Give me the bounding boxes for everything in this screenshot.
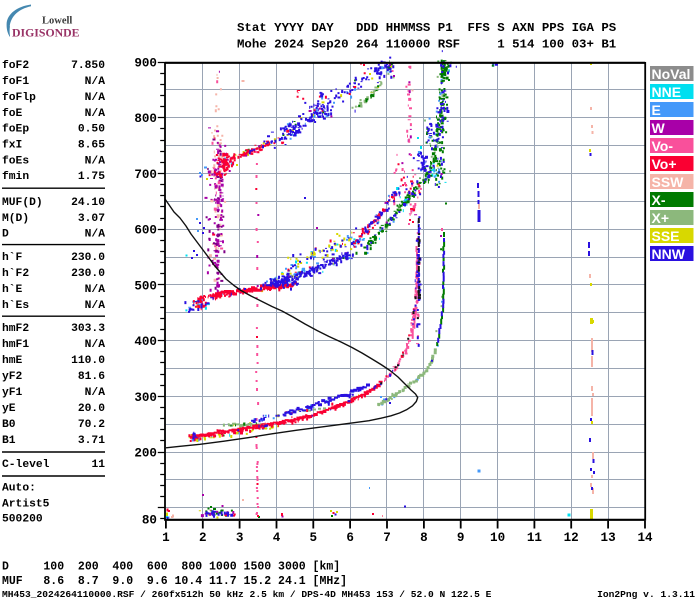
svg-text:foEp: foEp [2,124,29,136]
svg-text:h`Es: h`Es [2,300,29,312]
svg-text:12: 12 [564,531,579,545]
svg-text:400: 400 [134,335,157,349]
svg-text:8.65: 8.65 [78,140,105,152]
svg-text:MUF(D): MUF(D) [2,197,43,209]
svg-text:13: 13 [601,531,616,545]
svg-text:9: 9 [457,531,465,545]
svg-text:D: D [2,229,9,241]
svg-text:MH453_2024264110000.RSF / 260f: MH453_2024264110000.RSF / 260fx512h 50 k… [2,589,492,600]
svg-text:yF2: yF2 [2,371,23,383]
svg-text:E: E [652,102,661,118]
svg-text:6: 6 [346,531,354,545]
svg-text:24.10: 24.10 [71,197,105,209]
svg-text:303.3: 303.3 [71,323,105,335]
svg-text:yF1: yF1 [2,387,23,399]
svg-text:5: 5 [310,531,318,545]
svg-text:hmF2: hmF2 [2,323,29,335]
svg-text:200: 200 [134,447,157,461]
svg-text:fxI: fxI [2,140,22,152]
svg-text:foFlp: foFlp [2,92,36,104]
svg-text:yE: yE [2,403,16,415]
svg-text:fmin: fmin [2,171,29,183]
svg-text:8: 8 [420,531,428,545]
svg-text:230.0: 230.0 [71,252,105,264]
svg-text:D 100 200 400 600 800: D 100 200 400 600 800 1000 1500 3000 [km… [2,561,340,574]
svg-text:N/A: N/A [85,339,106,351]
svg-text:N/A: N/A [85,387,106,399]
svg-text:N/A: N/A [85,155,106,167]
svg-text:X+: X+ [652,210,670,226]
svg-text:N/A: N/A [85,108,106,120]
svg-text:hmF1: hmF1 [2,339,29,351]
svg-text:4: 4 [273,531,281,545]
svg-text:81.6: 81.6 [78,371,105,383]
svg-text:1.75: 1.75 [78,171,105,183]
svg-text:14: 14 [637,531,653,545]
svg-text:Ion2Png v. 1.3.11: Ion2Png v. 1.3.11 [597,589,695,600]
svg-text:h`F2: h`F2 [2,268,29,280]
svg-text:foF2: foF2 [2,60,29,72]
svg-text:10: 10 [490,531,505,545]
svg-text:hmE: hmE [2,355,23,367]
svg-text:Stat YYYY DAY DDD HHMMSS P1: Stat YYYY DAY DDD HHMMSS P1 FFS S AXN PP… [237,21,617,35]
svg-text:N/A: N/A [85,284,106,296]
svg-text:Auto:: Auto: [2,483,36,495]
svg-text:300: 300 [134,391,157,405]
svg-text:80: 80 [142,513,157,527]
svg-text:NoVal: NoVal [652,66,691,82]
svg-text:0.50: 0.50 [78,124,105,136]
svg-text:11: 11 [91,459,105,471]
svg-text:3: 3 [236,531,244,545]
svg-text:1: 1 [162,531,170,545]
svg-text:N/A: N/A [85,92,106,104]
svg-text:3.71: 3.71 [78,435,105,447]
svg-text:Vo+: Vo+ [652,156,677,172]
svg-text:foEs: foEs [2,155,29,167]
svg-text:SSE: SSE [652,228,680,244]
svg-text:700: 700 [134,168,157,182]
svg-text:C-level: C-level [2,459,50,471]
svg-text:600: 600 [134,224,157,238]
svg-text:DIGISONDE: DIGISONDE [12,26,80,40]
svg-text:Vo-: Vo- [652,138,674,154]
svg-text:N/A: N/A [85,300,106,312]
svg-text:foE: foE [2,108,23,120]
svg-text:MUF 8.6 8.7 9.0 9.6 10.4: MUF 8.6 8.7 9.0 9.6 10.4 11.7 15.2 24.1 … [2,575,347,588]
svg-text:N/A: N/A [85,76,106,88]
svg-text:3.07: 3.07 [78,213,105,225]
svg-text:230.0: 230.0 [71,268,105,280]
svg-text:800: 800 [134,112,157,126]
svg-text:h`F: h`F [2,252,23,264]
svg-text:7.850: 7.850 [71,60,105,72]
svg-text:W: W [652,120,666,136]
svg-text:foF1: foF1 [2,76,29,88]
svg-text:Artist5: Artist5 [2,498,50,510]
svg-text:70.2: 70.2 [78,419,105,431]
svg-text:Mohe 2024 Sep20 264 110000 RSF: Mohe 2024 Sep20 264 110000 RSF 1 514 100… [237,37,616,51]
svg-text:B0: B0 [2,419,16,431]
svg-text:SSW: SSW [652,174,685,190]
svg-text:X-: X- [652,192,666,208]
svg-text:900: 900 [134,56,157,70]
svg-text:500: 500 [134,279,157,293]
svg-text:N/A: N/A [85,229,106,241]
svg-text:NNW: NNW [652,246,686,262]
svg-text:500200: 500200 [2,514,43,526]
svg-text:NNE: NNE [652,84,682,100]
svg-text:110.0: 110.0 [71,355,105,367]
svg-text:20.0: 20.0 [78,403,105,415]
svg-text:2: 2 [199,531,207,545]
svg-text:B1: B1 [2,435,16,447]
svg-text:11: 11 [527,531,543,545]
svg-text:M(D): M(D) [2,213,29,225]
svg-text:7: 7 [383,531,391,545]
svg-text:Lowell: Lowell [42,16,72,27]
svg-text:h`E: h`E [2,284,23,296]
